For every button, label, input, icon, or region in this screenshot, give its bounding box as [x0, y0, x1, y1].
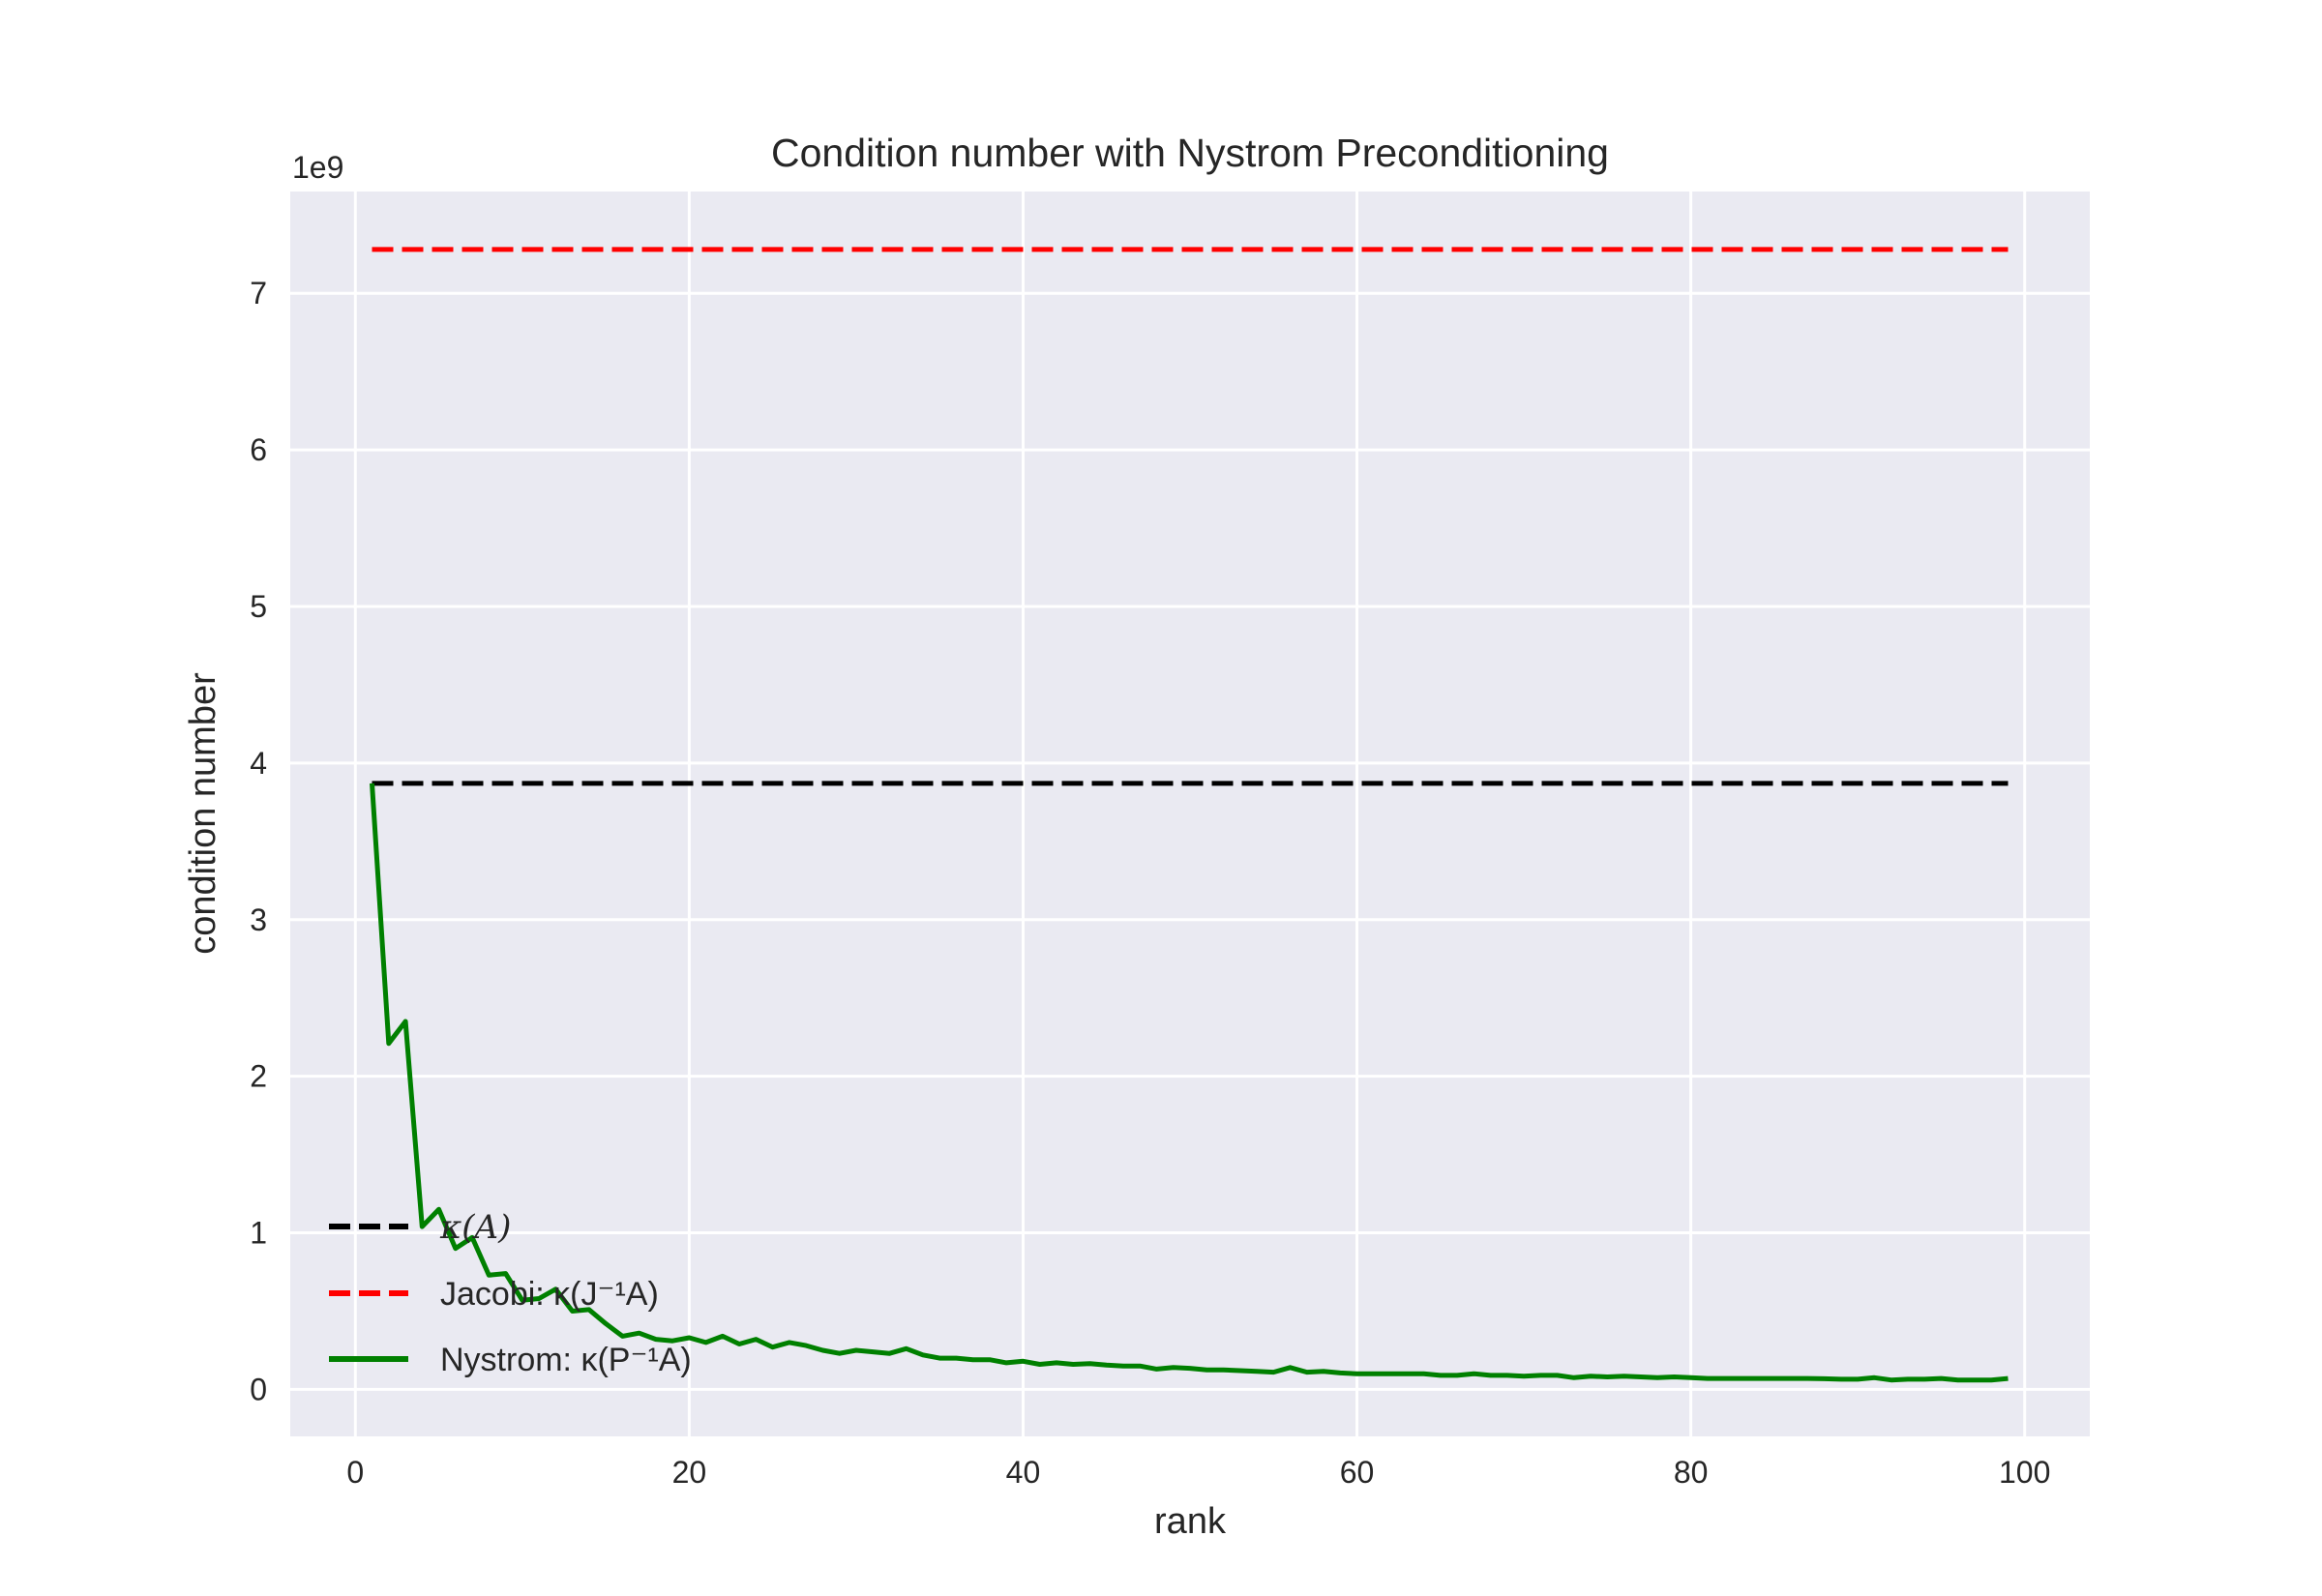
y-tick-label: 7: [250, 276, 267, 310]
series-lines: [370, 247, 2009, 1383]
legend-label-nystrom: Nystrom: κ(P⁻¹A): [440, 1342, 692, 1378]
y-tick-label: 6: [250, 432, 267, 467]
y-tick-label: 0: [250, 1372, 267, 1406]
x-tick-label: 60: [1340, 1455, 1375, 1490]
y-tick-label: 1: [250, 1216, 267, 1251]
x-tick-label: 20: [672, 1455, 707, 1490]
x-tick-label: 40: [1006, 1455, 1041, 1490]
y-tick-label: 3: [250, 902, 267, 937]
series-nystrom-line: [370, 783, 2009, 1383]
x-axis-label: rank: [1154, 1501, 1227, 1542]
y-axis-label: condition number: [183, 672, 223, 955]
x-tick-label: 0: [346, 1455, 364, 1490]
x-tick-label: 100: [1999, 1455, 2050, 1490]
grid-lines: [290, 192, 2090, 1436]
y-tick-label: 2: [250, 1059, 267, 1094]
y-offset-label: 1e9: [292, 150, 343, 185]
plot-area: [290, 192, 2090, 1436]
chart-title: Condition number with Nystrom Preconditi…: [771, 131, 1609, 175]
x-tick-label: 80: [1674, 1455, 1709, 1490]
tick-labels: 0 20 40 60 80 100 0 1 2 3 4 5 6 7: [250, 276, 2050, 1490]
y-tick-label: 5: [250, 589, 267, 624]
legend-label-kappa-a: κ(A): [439, 1208, 511, 1247]
legend: κ(A) Jacobi: κ(J⁻¹A) Nystrom: κ(P⁻¹A): [329, 1208, 692, 1378]
legend-label-jacobi: Jacobi: κ(J⁻¹A): [440, 1276, 659, 1313]
y-tick-label: 4: [250, 746, 267, 781]
